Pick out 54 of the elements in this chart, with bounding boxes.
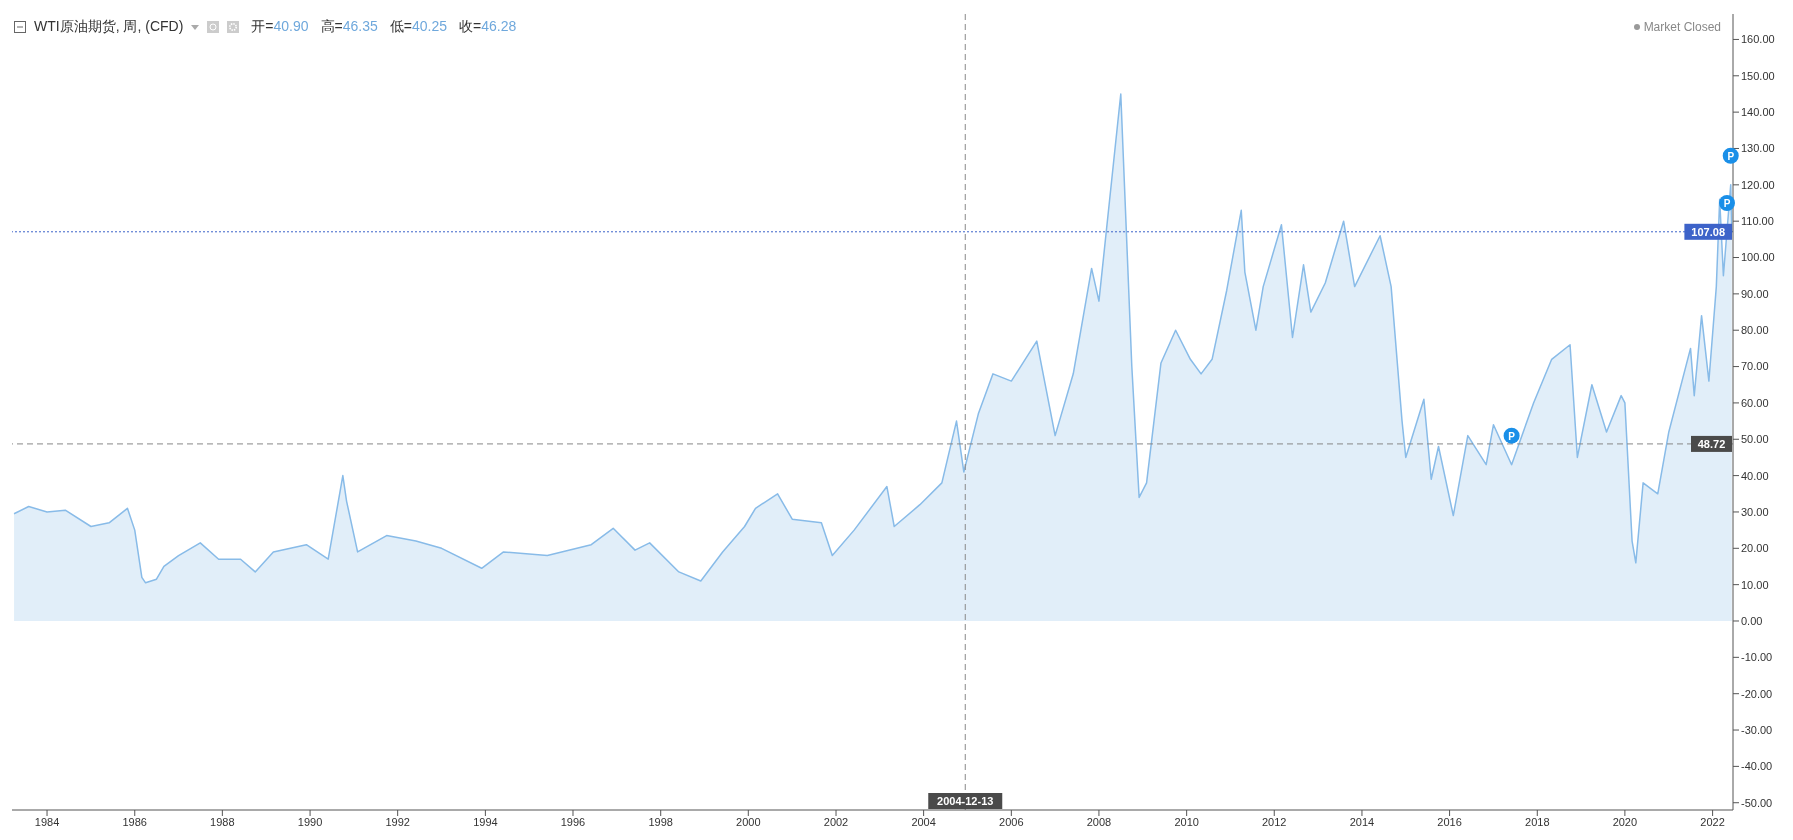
y-tick-label: 130.00: [1741, 142, 1775, 155]
y-tick-label: 0.00: [1741, 614, 1763, 627]
y-tick-label: -40.00: [1741, 760, 1773, 773]
y-tick-label: -10.00: [1741, 651, 1773, 664]
x-tick-label: 1986: [122, 815, 147, 828]
x-tick-label: 2018: [1525, 815, 1550, 828]
x-tick-label: 2012: [1262, 815, 1287, 828]
x-tick-label: 1988: [210, 815, 235, 828]
annotation: 开=40.90: [251, 18, 309, 36]
y-tick-label: -30.00: [1741, 723, 1773, 736]
annotation: 低=40.25: [389, 18, 448, 36]
x-tick-label: 2008: [1086, 815, 1112, 828]
y-tick-label: 30.00: [1741, 505, 1769, 518]
x-tick-label: 2006: [999, 815, 1024, 828]
y-tick-label: 90.00: [1741, 287, 1769, 300]
y-tick-label: 10.00: [1741, 578, 1769, 591]
x-tick-label: 1992: [385, 815, 410, 828]
x-tick-label: 2010: [1174, 815, 1199, 828]
annotation: 高=46.35: [320, 18, 378, 36]
y-tick-label: 60.00: [1741, 396, 1769, 409]
annotation: P: [1723, 198, 1731, 209]
annotation: 收=46.28: [459, 18, 517, 36]
x-tick-label: 1990: [297, 815, 323, 828]
x-tick-label: 2004: [911, 815, 936, 828]
x-tick-label: 1984: [34, 815, 60, 828]
ref-line-label: 48.72: [1697, 437, 1726, 450]
y-tick-label: 80.00: [1741, 324, 1769, 337]
ref-line-label: 2004-12-13: [937, 795, 994, 807]
y-tick-label: -50.00: [1741, 796, 1773, 809]
x-tick-label: 2002: [823, 815, 849, 828]
x-tick-label: 1996: [560, 815, 586, 828]
x-tick-label: 2016: [1437, 815, 1462, 828]
x-tick-label: 2020: [1612, 815, 1638, 828]
x-tick-label: 2022: [1700, 815, 1725, 828]
y-tick-label: 150.00: [1741, 69, 1775, 82]
annotation: P: [1508, 430, 1516, 442]
y-tick-label: -20.00: [1741, 687, 1773, 700]
y-tick-label: 50.00: [1741, 433, 1769, 446]
y-tick-label: 140.00: [1741, 106, 1775, 119]
annotation: Market Closed: [1643, 20, 1721, 34]
y-tick-label: 20.00: [1741, 542, 1769, 555]
y-tick-label: 110.00: [1741, 215, 1774, 228]
y-tick-label: 40.00: [1741, 469, 1769, 482]
chart-title: WTI原油期货, 周, (CFD): [34, 18, 184, 36]
y-tick-label: 160.00: [1741, 33, 1775, 46]
x-tick-label: 2000: [736, 815, 761, 828]
y-tick-label: 70.00: [1741, 360, 1769, 373]
annotation: P: [1727, 150, 1735, 162]
y-tick-label: 120.00: [1741, 178, 1775, 191]
y-tick-label: 100.00: [1741, 251, 1775, 264]
x-tick-label: 2014: [1349, 815, 1375, 828]
x-tick-label: 1998: [648, 815, 673, 828]
x-tick-label: 1994: [473, 815, 498, 828]
ref-line-label: 107.08: [1691, 225, 1726, 238]
